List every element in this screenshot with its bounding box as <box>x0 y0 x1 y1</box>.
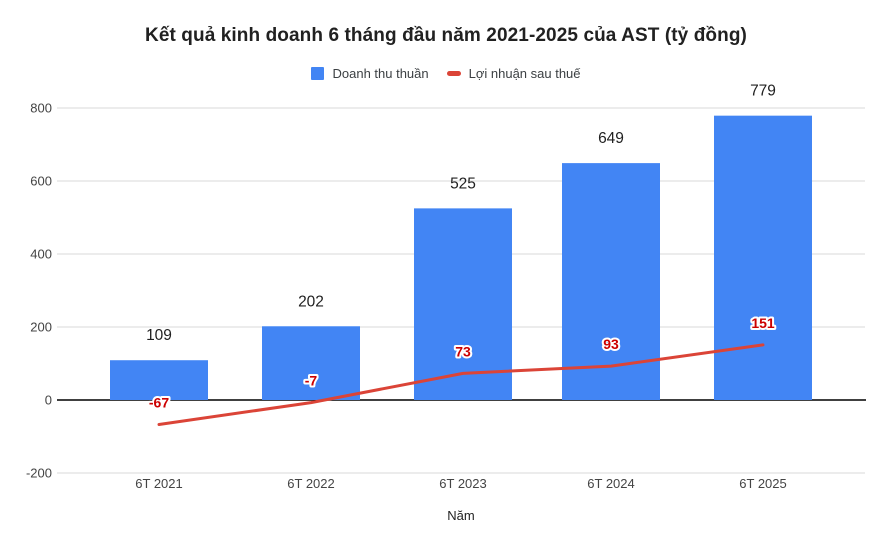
legend: Doanh thu thuần Lợi nhuận sau thuế <box>0 66 892 81</box>
bar-value-label: 649 <box>598 130 624 147</box>
legend-swatch-profit-dash <box>446 71 461 76</box>
bar <box>562 163 660 400</box>
x-tick-label: 6T 2025 <box>739 476 786 491</box>
y-tick-label: -200 <box>26 466 52 481</box>
line-value-label: -7 <box>305 373 318 389</box>
y-tick-label: 400 <box>30 247 52 262</box>
legend-label-revenue: Doanh thu thuần <box>332 66 429 81</box>
bar-value-label: 109 <box>146 327 172 344</box>
line-value-label: 93 <box>603 336 619 352</box>
legend-swatch-revenue-square <box>311 67 325 80</box>
legend-item-revenue: Doanh thu thuần <box>311 66 429 81</box>
profit-series-line <box>157 343 765 426</box>
line-value-label: 151 <box>751 315 775 331</box>
bar <box>414 208 512 400</box>
y-tick-label: 0 <box>45 393 52 408</box>
y-tick-label: 200 <box>30 320 52 335</box>
legend-label-profit: Lợi nhuận sau thuế <box>468 66 581 81</box>
bar-value-label: 202 <box>298 293 324 310</box>
x-axis-title: Năm <box>447 508 474 523</box>
x-tick-label: 6T 2021 <box>135 476 182 491</box>
x-tick-label: 6T 2022 <box>287 476 334 491</box>
bar <box>262 326 360 400</box>
bar-value-label: 525 <box>450 175 476 192</box>
bar <box>110 360 208 400</box>
x-tick-label: 6T 2023 <box>439 476 486 491</box>
x-tick-label: 6T 2024 <box>587 476 634 491</box>
line-value-label: -67 <box>149 394 169 410</box>
y-tick-label: 600 <box>30 174 52 189</box>
line-value-label: 73 <box>455 343 471 359</box>
legend-item-profit: Lợi nhuận sau thuế <box>446 66 581 81</box>
bar-value-label: 779 <box>750 83 776 100</box>
bar <box>714 115 812 400</box>
y-tick-label: 800 <box>30 101 52 116</box>
chart-title: Kết quả kinh doanh 6 tháng đầu năm 2021-… <box>145 25 747 46</box>
